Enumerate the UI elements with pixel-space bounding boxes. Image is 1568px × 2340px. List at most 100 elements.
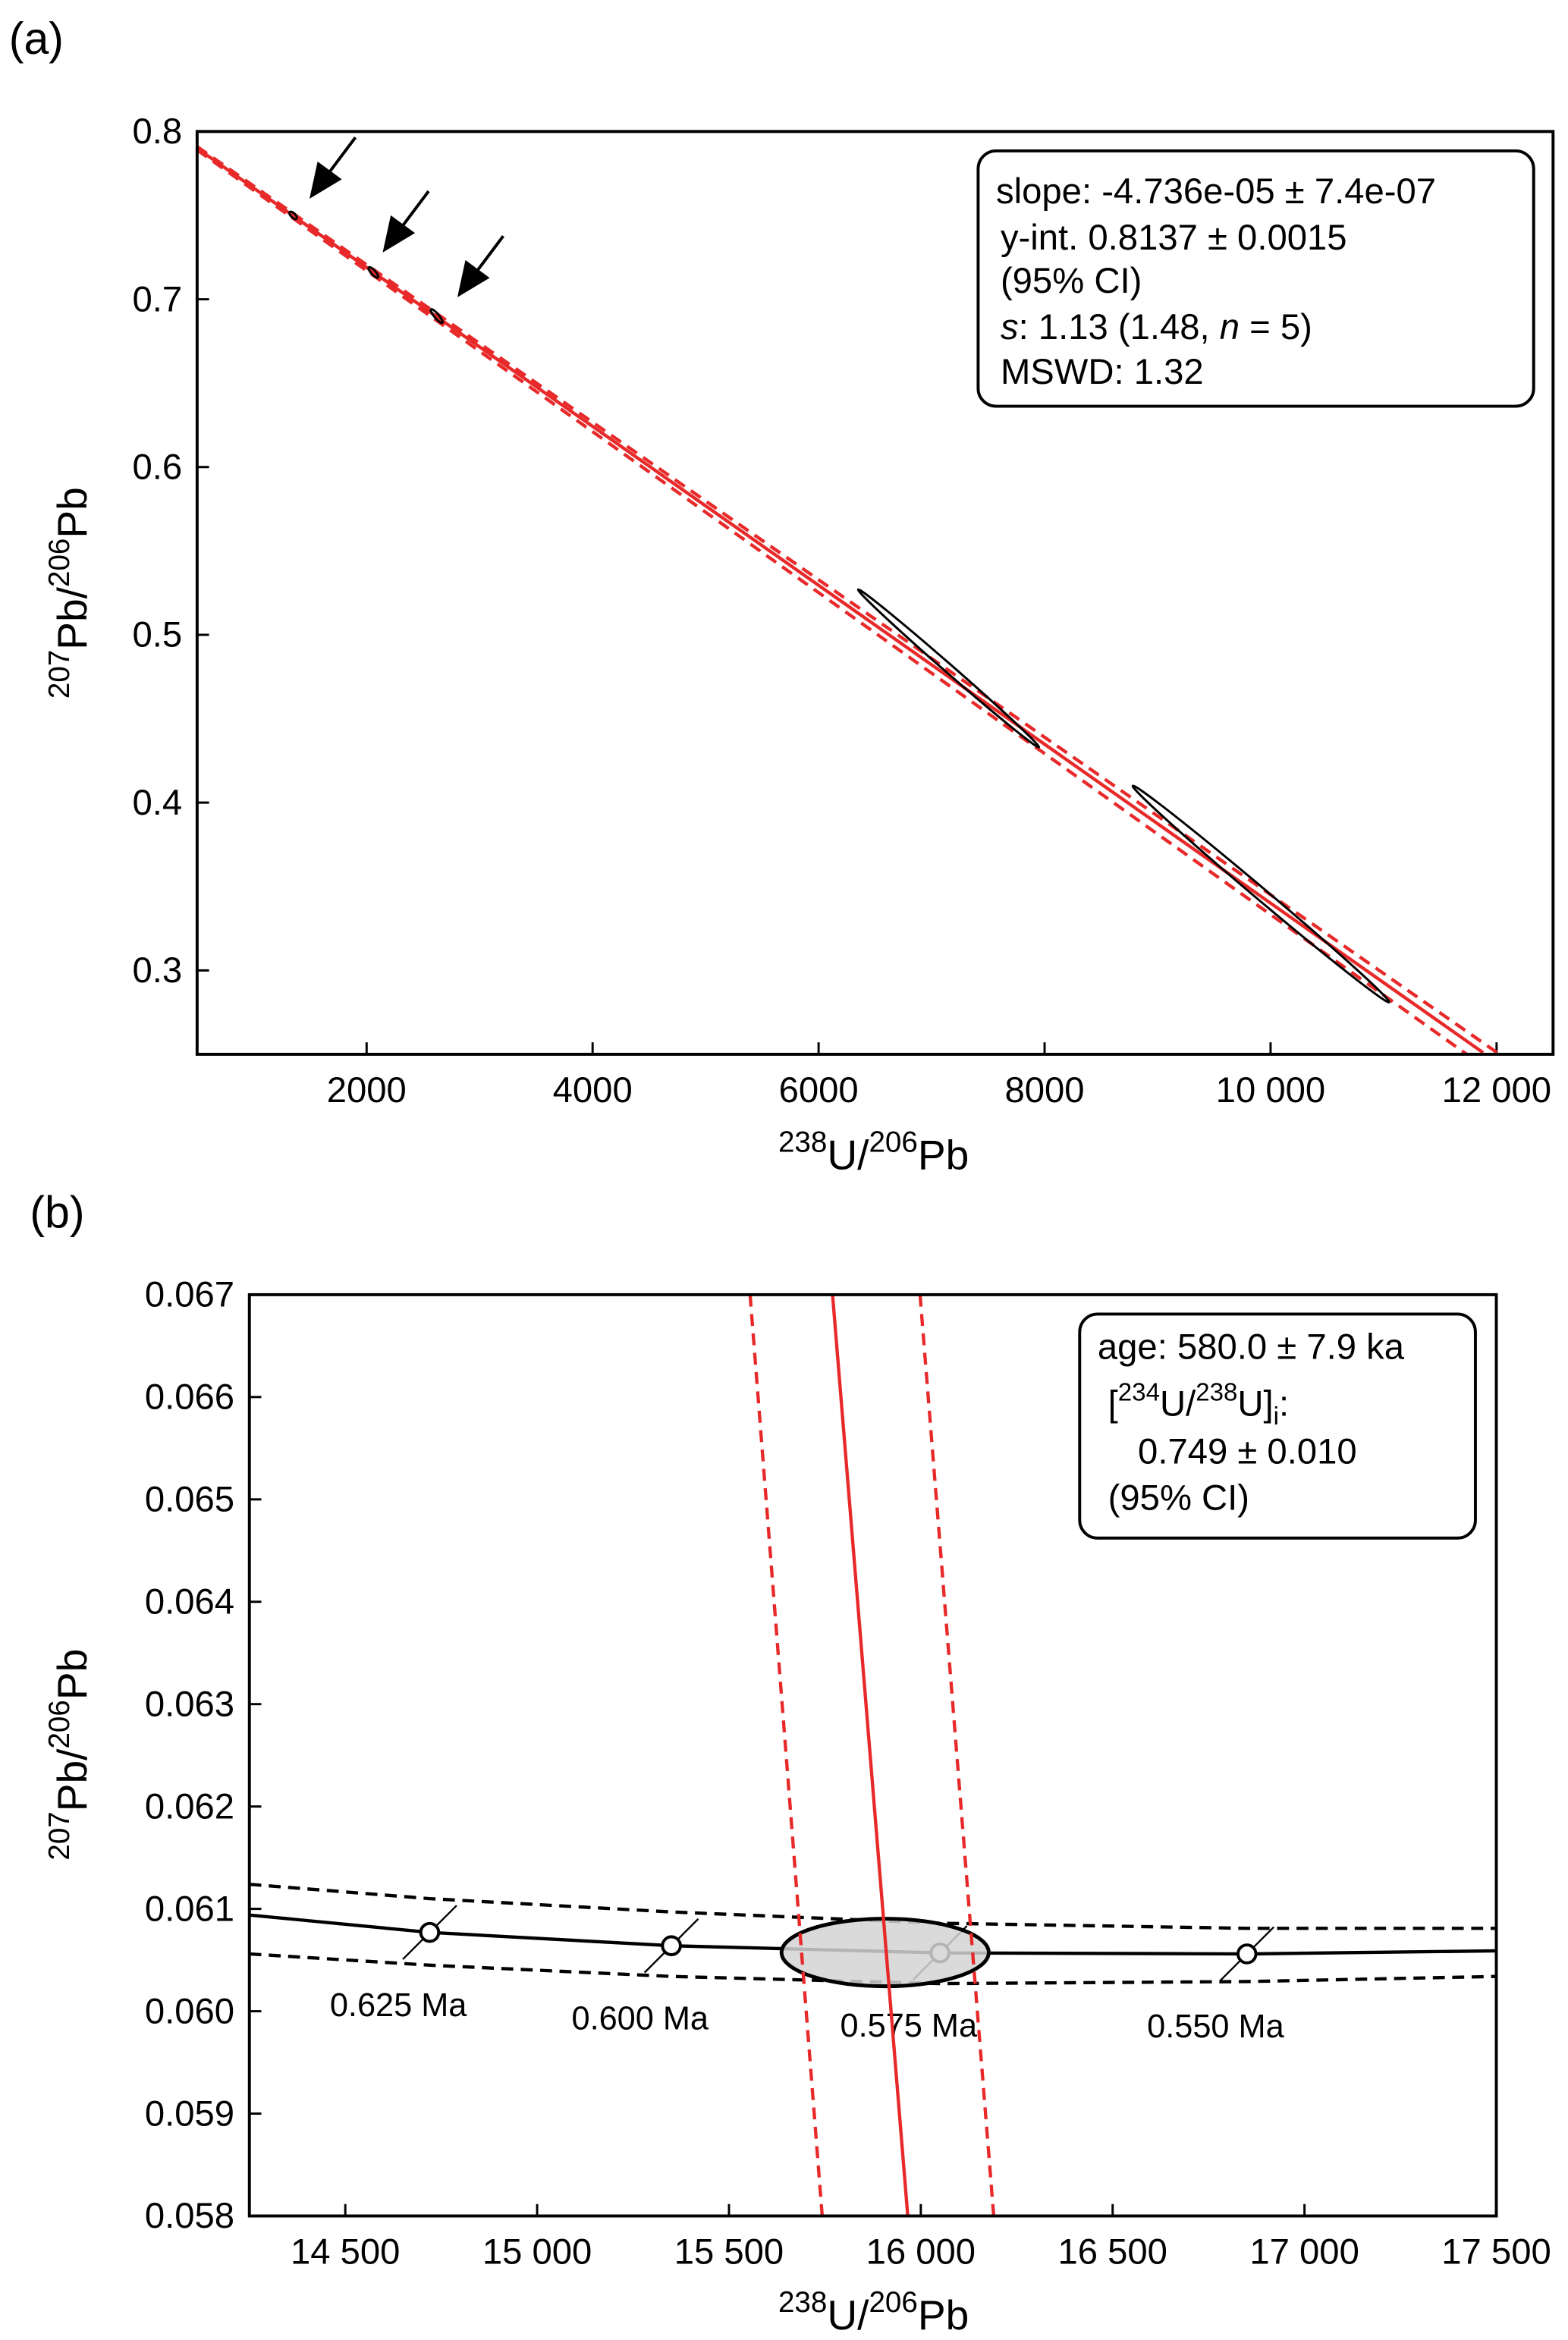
panel-label: (b)	[30, 1187, 84, 1237]
arrow-head	[382, 215, 416, 253]
y-tick-label: 0.8	[132, 112, 182, 152]
x-tick-label: 8000	[1004, 1070, 1084, 1110]
y-tick-label: 0.060	[145, 1991, 234, 2031]
x-axis-label-part: U/	[827, 2291, 869, 2338]
data-ellipse	[367, 265, 380, 279]
y-axis-label-part: 206	[43, 539, 76, 587]
y-axis-label-part: 206	[43, 1700, 76, 1748]
y-tick-label: 0.066	[145, 1377, 234, 1418]
annotation-text-part: 234	[1118, 1378, 1160, 1406]
x-tick-label: 12 000	[1442, 1070, 1551, 1110]
annotation-text: y-int. 0.8137 ± 0.0015	[1001, 218, 1347, 258]
annotation-text-part: MSWD: 1.32	[1001, 352, 1204, 392]
series-line	[831, 1294, 910, 2216]
annotation-text-part: y-int. 0.8137 ± 0.0015	[1001, 218, 1347, 258]
y-axis-label: 207Pb/206Pb	[43, 487, 96, 699]
y-tick-label: 0.067	[145, 1275, 234, 1315]
arrow-head	[310, 162, 342, 199]
annotation-text: age: 580.0 ± 7.9 ka	[1098, 1327, 1405, 1368]
age-label: 0.625 Ma	[330, 1987, 467, 2024]
data-ellipse	[288, 210, 298, 221]
annotation-text-part: U]	[1237, 1384, 1273, 1424]
x-axis-label: 238U/206Pb	[778, 1126, 969, 1178]
x-tick-label: 14 500	[291, 2232, 400, 2272]
annotation-text-part: U/	[1160, 1384, 1196, 1424]
y-axis-label-part: 207	[43, 650, 76, 699]
plot-frame	[247, 1292, 1498, 2218]
y-axis-label-part: Pb	[49, 1649, 96, 1700]
annotation-text-part: :	[1279, 1384, 1289, 1424]
x-axis-label-part: 238	[778, 1126, 827, 1158]
annotation-text-part: 238	[1196, 1378, 1237, 1406]
annotation-text: s: 1.13 (1.48, n = 5)	[1001, 307, 1312, 347]
age-label: 0.600 Ma	[571, 2000, 709, 2037]
y-axis-label-part: 207	[43, 1811, 76, 1860]
x-axis-label-part: Pb	[918, 1132, 969, 1179]
x-tick-label: 4000	[553, 1070, 633, 1110]
age-marker	[1236, 1943, 1258, 1965]
series-line	[196, 146, 1485, 1054]
y-tick-label: 0.3	[132, 950, 182, 991]
annotation-text-part: i	[1274, 1402, 1279, 1431]
series-line	[918, 1294, 996, 2216]
series-line	[196, 145, 1500, 1054]
annotation-text-part: (95% CI)	[1001, 261, 1142, 301]
arrows	[310, 137, 504, 297]
y-tick-label: 0.065	[145, 1480, 234, 1520]
annotation-text: (95% CI)	[1108, 1478, 1249, 1518]
y-tick-label: 0.064	[145, 1581, 234, 1622]
data-ellipse	[856, 588, 1041, 749]
annotation-text: MSWD: 1.32	[1001, 352, 1204, 392]
y-axis-label-part: Pb/	[49, 586, 96, 649]
x-tick-label: 17 500	[1441, 2232, 1551, 2272]
y-axis-label-part: Pb	[49, 487, 96, 538]
annotation-text-part: : 1.13 (1.48,	[1019, 307, 1220, 347]
annotation-text-part: = 5)	[1240, 307, 1312, 347]
arrow-head	[457, 259, 490, 297]
y-tick-label: 0.4	[132, 783, 182, 823]
series-line	[249, 1952, 1497, 1986]
panel-label: (a)	[9, 14, 64, 64]
annotation-text-part: s	[1001, 307, 1019, 347]
x-tick-label: 16 500	[1057, 2232, 1167, 2272]
x-axis-label-part: Pb	[918, 2291, 969, 2338]
x-tick-label: 15 000	[482, 2232, 592, 2272]
x-axis-label-part: 238	[778, 2286, 827, 2319]
annotation-text: [234U/238U]i:	[1108, 1378, 1289, 1431]
data-ellipse	[429, 308, 444, 325]
age-marker	[661, 1935, 682, 1956]
x-tick-label: 6000	[779, 1070, 859, 1110]
arrow	[475, 234, 504, 273]
series-line	[249, 1883, 1497, 1930]
series-line	[748, 1294, 825, 2216]
x-axis-label-part: U/	[827, 1132, 869, 1179]
data-ellipse	[1131, 784, 1390, 1004]
y-tick-label: 0.5	[132, 615, 182, 655]
y-axis-label: 207Pb/206Pb	[43, 1649, 96, 1861]
plot-frame	[195, 130, 1555, 1056]
annotation-text: 0.749 ± 0.010	[1138, 1431, 1357, 1472]
annotation-text-part: (95% CI)	[1108, 1478, 1249, 1518]
plot-area	[196, 145, 1500, 1054]
x-tick-label: 15 500	[674, 2232, 784, 2272]
annotation-text-part: [	[1108, 1384, 1118, 1424]
x-tick-label: 10 000	[1216, 1070, 1325, 1110]
x-axis-label-part: 206	[869, 1126, 917, 1158]
y-axis-label-part: Pb/	[49, 1748, 96, 1811]
age-label: 0.575 Ma	[841, 2008, 978, 2044]
x-tick-label: 2000	[327, 1070, 407, 1110]
arrow	[327, 137, 357, 174]
y-tick-label: 0.059	[145, 2093, 234, 2134]
y-tick-label: 0.6	[132, 447, 182, 487]
annotation-text-part: n	[1220, 307, 1240, 347]
plot-area: 0.625 Ma 0.600 Ma 0.575 Ma 0.550 Ma	[249, 1294, 1497, 2216]
annotation-text-part: 0.749 ± 0.010	[1138, 1431, 1357, 1472]
y-tick-label: 0.063	[145, 1684, 234, 1724]
x-tick-label: 16 000	[866, 2232, 976, 2272]
arrow	[400, 190, 430, 228]
annotation-text-part: age: 580.0 ± 7.9 ka	[1098, 1327, 1405, 1368]
annotation-text: (95% CI)	[1001, 261, 1142, 301]
x-tick-label: 17 000	[1249, 2232, 1359, 2272]
series-line	[196, 148, 1468, 1054]
